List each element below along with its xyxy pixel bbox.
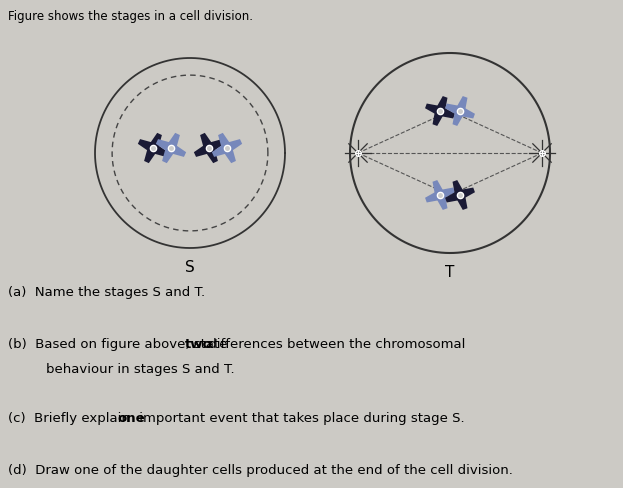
Polygon shape xyxy=(151,143,168,157)
Polygon shape xyxy=(425,190,442,203)
Polygon shape xyxy=(225,139,242,153)
Text: (a)  Name the stages S and T.: (a) Name the stages S and T. xyxy=(8,286,205,299)
Polygon shape xyxy=(218,133,232,150)
Polygon shape xyxy=(156,139,173,153)
Polygon shape xyxy=(166,133,180,150)
Polygon shape xyxy=(459,106,475,119)
Polygon shape xyxy=(435,96,447,113)
Text: S: S xyxy=(185,260,195,275)
Polygon shape xyxy=(452,180,465,197)
Text: important event that takes place during stage S.: important event that takes place during … xyxy=(135,412,464,425)
Text: (c)  Briefly explain: (c) Briefly explain xyxy=(8,412,134,425)
Text: behaviour in stages S and T.: behaviour in stages S and T. xyxy=(46,363,235,376)
Text: (b)  Based on figure above, state: (b) Based on figure above, state xyxy=(8,338,232,351)
Polygon shape xyxy=(455,96,467,113)
Polygon shape xyxy=(222,146,236,163)
Polygon shape xyxy=(194,143,211,157)
Polygon shape xyxy=(445,190,462,203)
Text: differences between the chromosomal: differences between the chromosomal xyxy=(204,338,465,351)
Polygon shape xyxy=(169,143,186,157)
Polygon shape xyxy=(204,146,218,163)
Text: one: one xyxy=(117,412,145,425)
Polygon shape xyxy=(435,193,447,210)
Polygon shape xyxy=(212,143,229,157)
Polygon shape xyxy=(445,103,462,116)
Text: T: T xyxy=(445,265,455,280)
Polygon shape xyxy=(459,187,475,200)
Polygon shape xyxy=(148,133,162,150)
Polygon shape xyxy=(138,139,155,153)
Polygon shape xyxy=(439,106,455,119)
Polygon shape xyxy=(207,139,224,153)
Polygon shape xyxy=(144,146,158,163)
Polygon shape xyxy=(452,109,465,126)
Text: Figure shows the stages in a cell division.: Figure shows the stages in a cell divisi… xyxy=(8,10,253,23)
Polygon shape xyxy=(425,103,442,116)
Polygon shape xyxy=(432,109,445,126)
Polygon shape xyxy=(439,187,455,200)
Polygon shape xyxy=(200,133,214,150)
Polygon shape xyxy=(432,180,445,197)
Polygon shape xyxy=(455,193,467,210)
Text: (d)  Draw one of the daughter cells produced at the end of the cell division.: (d) Draw one of the daughter cells produ… xyxy=(8,464,513,477)
Polygon shape xyxy=(162,146,176,163)
Text: two: two xyxy=(185,338,212,351)
